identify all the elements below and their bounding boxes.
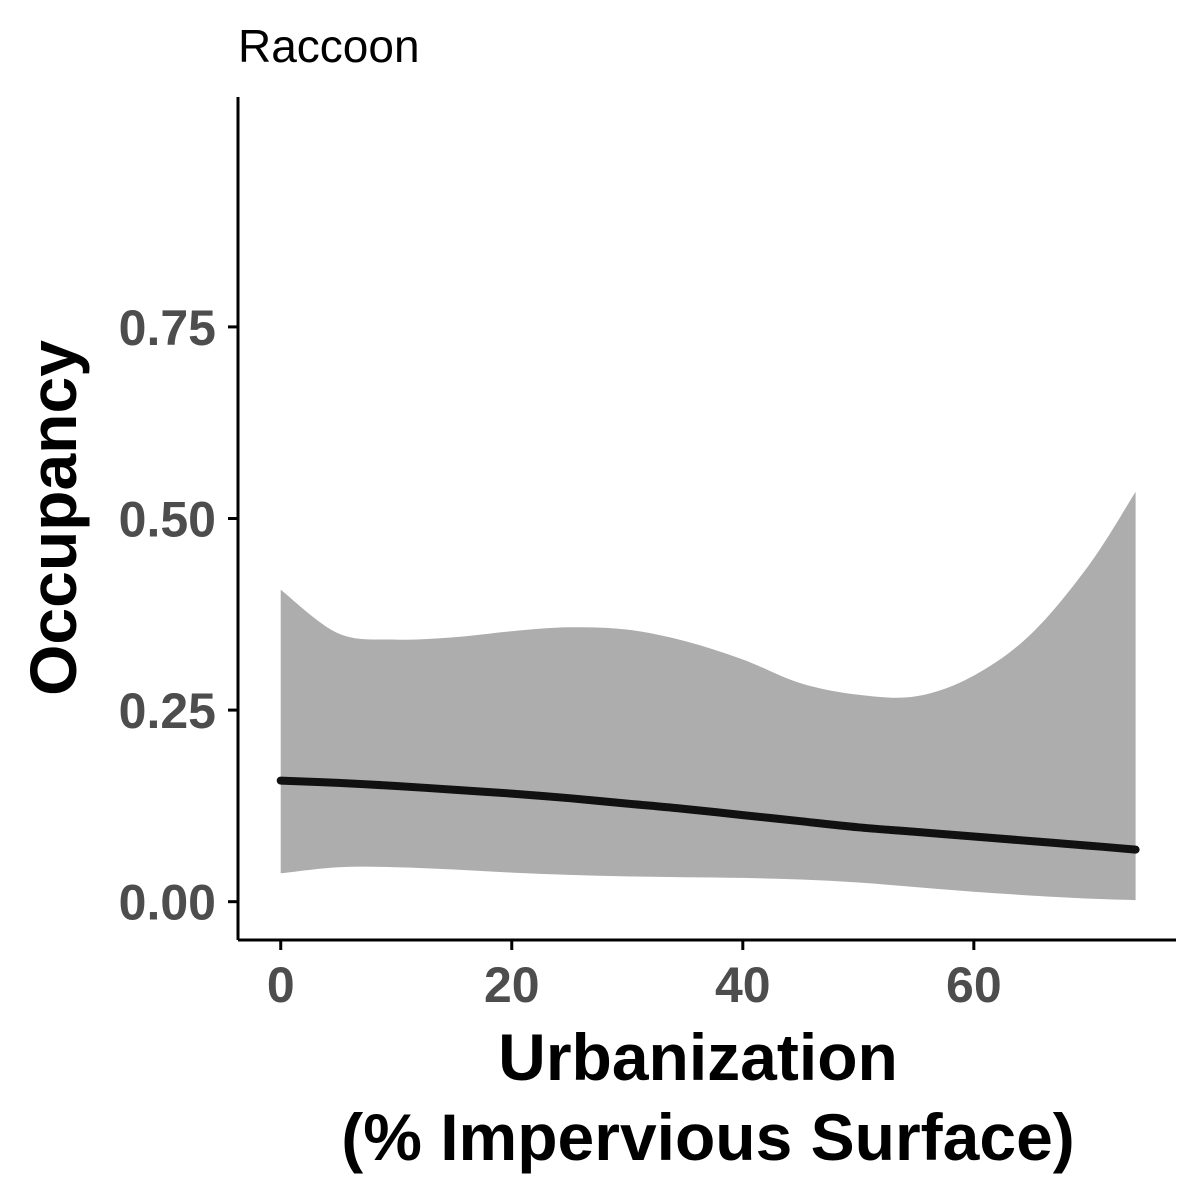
x-tick-label: 20 (484, 957, 540, 1013)
y-tick-label: 0.50 (119, 492, 216, 548)
y-axis-title: Occupancy (16, 340, 90, 696)
x-tick-label: 0 (267, 957, 295, 1013)
x-axis-title-line2: (% Impervious Surface) (341, 1100, 1075, 1174)
x-tick-label: 60 (946, 957, 1002, 1013)
occupancy-line (276, 776, 1140, 854)
y-tick-label: 0.00 (119, 875, 216, 931)
y-tick-label: 0.75 (119, 300, 216, 356)
y-tick-label: 0.25 (119, 683, 216, 739)
confidence-ribbon (280, 491, 1136, 901)
x-axis-title-line1: Urbanization (498, 1020, 898, 1094)
plot-area (276, 491, 1140, 901)
x-tick-label: 40 (715, 957, 771, 1013)
chart-title: Raccoon (238, 20, 420, 72)
axis-ticks: 0.00 0.25 0.50 0.75 0 20 40 60 (119, 300, 1002, 1013)
